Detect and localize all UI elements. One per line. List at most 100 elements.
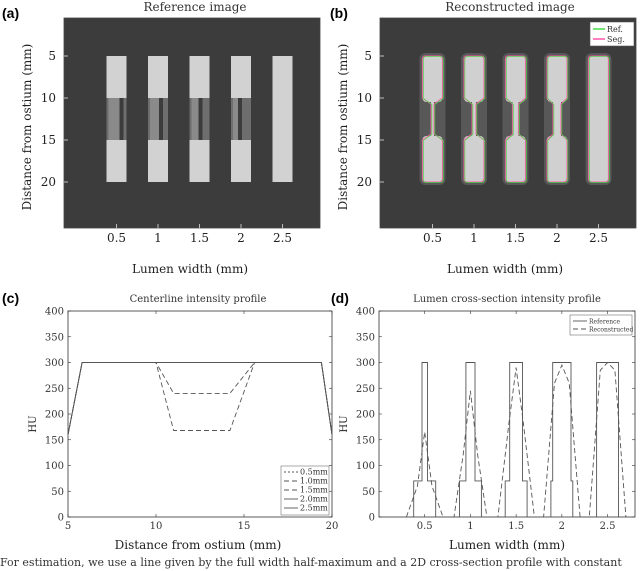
legend-label: Reconstructed bbox=[589, 327, 633, 334]
ref-contour bbox=[588, 56, 610, 183]
x-tick-label: 1 bbox=[470, 231, 478, 245]
x-tick-label: 5 bbox=[65, 521, 71, 532]
vessel-neck bbox=[431, 98, 434, 140]
panel-a-letter: (a) bbox=[2, 5, 19, 21]
panel-c-title: Centerline intensity profile bbox=[130, 294, 267, 305]
x-tick-label: 2 bbox=[559, 521, 565, 532]
y-tick-label: 100 bbox=[45, 461, 64, 472]
vessel-lower bbox=[588, 136, 609, 182]
panel-d-xlabel: Lumen width (mm) bbox=[449, 538, 565, 552]
y-tick-label: 350 bbox=[45, 332, 64, 343]
panel-a-image: 0.5 1 1.5 2 2.5 5 10 15 20 bbox=[41, 17, 321, 245]
vessel-upper bbox=[505, 56, 526, 102]
legend-label: 2.0mm bbox=[300, 495, 328, 504]
y-tick-label: 0 bbox=[58, 513, 64, 524]
panel-d: (d) Lumen cross-section intensity profil… bbox=[331, 290, 636, 552]
stenosis-gap bbox=[159, 98, 163, 140]
y-tick-label: 400 bbox=[356, 307, 375, 318]
stenosis-partial bbox=[191, 98, 199, 140]
x-tick-label: 2.5 bbox=[600, 521, 616, 532]
y-tick-label: 5 bbox=[364, 49, 372, 63]
y-tick-label: 200 bbox=[356, 410, 375, 421]
vessel-upper bbox=[422, 56, 443, 102]
ref-contour bbox=[422, 56, 444, 183]
vessel-lower bbox=[547, 136, 567, 182]
vessel-neck bbox=[512, 98, 519, 140]
panel-d-title: Lumen cross-section intensity profile bbox=[413, 294, 601, 305]
panel-d-letter: (d) bbox=[331, 290, 349, 306]
x-tick-label: 2 bbox=[553, 231, 561, 245]
vessel-neck bbox=[472, 98, 476, 140]
y-tick-label: 300 bbox=[356, 358, 375, 369]
legend-label: 0.5mm bbox=[300, 468, 328, 477]
y-tick-label: 15 bbox=[41, 133, 56, 147]
x-tick-label: 1.5 bbox=[506, 231, 525, 245]
legend-label-ref: Ref. bbox=[607, 25, 623, 34]
series-line-reconstructed bbox=[405, 361, 627, 518]
panel-d-ylabel: HU bbox=[339, 415, 350, 432]
legend-label: Reference bbox=[589, 319, 620, 326]
legend-box bbox=[589, 21, 635, 47]
x-tick-label: 0.5 bbox=[417, 521, 433, 532]
y-tick-label: 100 bbox=[356, 461, 375, 472]
series-line-15mm bbox=[67, 362, 333, 435]
y-tick-label: 300 bbox=[45, 358, 64, 369]
stenosis-partial bbox=[108, 98, 120, 140]
series-line-25mm bbox=[67, 362, 333, 435]
vessel-upper bbox=[547, 56, 567, 102]
figure-canvas: (a) Reference image Lumen width (mm) Dis… bbox=[2, 0, 637, 552]
x-tick-label: 2.5 bbox=[273, 231, 292, 245]
seg-contour bbox=[421, 55, 444, 183]
x-tick-label: 1 bbox=[154, 231, 162, 245]
panel-c-xlabel: Distance from ostium (mm) bbox=[115, 538, 282, 552]
legend-label: 1.0mm bbox=[300, 477, 328, 486]
stenosis-gap bbox=[198, 98, 203, 140]
vessel-neck bbox=[553, 98, 561, 140]
x-tick-label: 20 bbox=[326, 521, 339, 532]
panel-a-ylabel: Distance from ostium (mm) bbox=[20, 44, 34, 211]
x-tick-label: 0.5 bbox=[423, 231, 442, 245]
y-tick-label: 5 bbox=[48, 49, 56, 63]
y-tick-label: 0 bbox=[369, 513, 375, 524]
vessel-upper bbox=[588, 56, 609, 102]
vessel-upper bbox=[464, 56, 484, 102]
figure-caption: For estimation, we use a line given by t… bbox=[0, 556, 622, 569]
vessel-lower bbox=[422, 136, 443, 182]
y-tick-label: 10 bbox=[357, 91, 372, 105]
x-tick-label: 10 bbox=[150, 521, 163, 532]
x-tick-label: 0.5 bbox=[107, 231, 126, 245]
vessel-column bbox=[272, 56, 293, 182]
x-tick-label: 1.5 bbox=[508, 521, 524, 532]
y-tick-label: 150 bbox=[356, 435, 375, 446]
panel-d-plot: 0 50 100 150 200 250 300 350 400 0.5 1 1.5 2 2.5 Refer… bbox=[356, 307, 636, 532]
stenosis-gap bbox=[238, 98, 242, 140]
ref-contour bbox=[547, 56, 569, 183]
seg-contour bbox=[504, 55, 527, 183]
image-frame bbox=[63, 17, 321, 229]
legend-box bbox=[569, 314, 633, 336]
panel-b-xlabel: Lumen width (mm) bbox=[447, 262, 563, 276]
y-tick-label: 50 bbox=[362, 487, 375, 498]
legend-box bbox=[280, 465, 330, 516]
vessel-lower bbox=[505, 136, 526, 182]
legend-label-seg: Seg. bbox=[607, 35, 625, 44]
stenosis-partial bbox=[233, 98, 238, 140]
panel-a-title: Reference image bbox=[143, 0, 246, 14]
x-tick-label: 1.5 bbox=[190, 231, 209, 245]
y-tick-label: 400 bbox=[45, 307, 64, 318]
panel-b-ylabel: Distance from ostium (mm) bbox=[336, 44, 350, 211]
y-tick-label: 250 bbox=[356, 384, 375, 395]
y-tick-label: 250 bbox=[45, 384, 64, 395]
stenosis-gap bbox=[119, 98, 124, 140]
series-line-reference bbox=[411, 362, 622, 518]
y-tick-label: 20 bbox=[357, 175, 372, 189]
y-tick-label: 200 bbox=[45, 410, 64, 421]
x-tick-label: 2.5 bbox=[589, 231, 608, 245]
vessel-lower bbox=[464, 136, 484, 182]
y-tick-label: 15 bbox=[357, 133, 372, 147]
y-tick-label: 20 bbox=[41, 175, 56, 189]
panel-b-letter: (b) bbox=[330, 5, 348, 21]
seg-contour bbox=[546, 55, 568, 183]
x-tick-label: 15 bbox=[238, 521, 251, 532]
y-tick-label: 350 bbox=[356, 332, 375, 343]
